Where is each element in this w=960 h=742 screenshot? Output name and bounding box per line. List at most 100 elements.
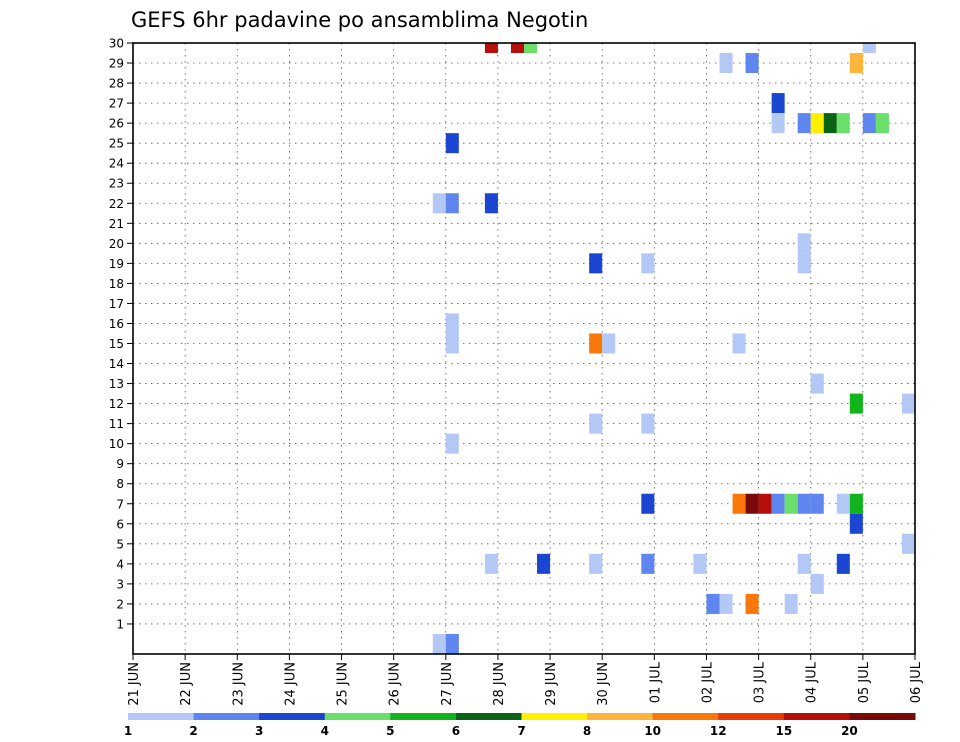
legend-swatch — [324, 713, 391, 720]
y-tick-label: 25 — [109, 137, 124, 151]
x-tick-label: 30 JUN — [596, 662, 611, 706]
x-tick-label: 24 JUN — [283, 662, 298, 706]
y-tick-label: 19 — [109, 257, 124, 271]
data-cell — [836, 113, 850, 134]
data-cell — [836, 553, 850, 574]
y-tick-label: 10 — [109, 437, 124, 451]
data-cell — [732, 333, 746, 354]
data-cell — [589, 553, 603, 574]
legend-label: 5 — [386, 724, 394, 738]
x-tick-label: 28 JUN — [492, 662, 507, 706]
data-cell — [706, 593, 720, 614]
y-tick-label: 3 — [116, 577, 124, 591]
x-tick-label: 06 JUL — [909, 661, 924, 703]
data-cells — [432, 43, 915, 654]
data-cell — [445, 333, 459, 354]
data-cell — [797, 233, 811, 254]
plot-frame — [132, 42, 916, 655]
legend-label: 2 — [189, 724, 197, 738]
data-cell — [445, 313, 459, 334]
legend-label: 3 — [255, 724, 263, 738]
y-tick-label: 1 — [116, 617, 124, 631]
x-axis: 21 JUN 22 JUN 23 JUN 24 JUN 25 JUN 26 JUN 27 J… — [127, 654, 924, 706]
y-tick-label: 13 — [109, 377, 124, 391]
x-tick-label: 05 JUL — [857, 661, 872, 703]
data-cell — [745, 593, 759, 614]
data-cell — [589, 413, 603, 434]
data-cell — [445, 433, 459, 454]
x-tick-label: 01 JUL — [648, 661, 663, 703]
y-tick-label: 4 — [116, 557, 124, 571]
data-cell — [836, 493, 850, 514]
y-tick-label: 14 — [109, 357, 124, 371]
legend-label: 8 — [583, 724, 591, 738]
data-cell — [875, 113, 889, 134]
legend-swatch — [849, 713, 916, 720]
legend-swatch — [783, 713, 850, 720]
y-tick-label: 11 — [109, 417, 124, 431]
legend-swatch — [259, 713, 326, 720]
legend-swatch — [128, 713, 195, 720]
color-legend: 1 2 3 4 5 6 7 8 10 12 15 20 — [124, 713, 916, 738]
x-tick-label: 27 JUN — [440, 662, 455, 706]
data-cell — [589, 333, 603, 354]
data-cell — [641, 253, 655, 274]
y-tick-label: 29 — [109, 57, 124, 71]
data-cell — [901, 533, 915, 554]
data-cell — [862, 113, 876, 134]
data-cell — [432, 193, 446, 214]
legend-swatch — [521, 713, 588, 720]
data-cell — [901, 393, 915, 414]
data-cell — [810, 573, 824, 594]
y-tick-label: 23 — [109, 177, 124, 191]
y-tick-label: 26 — [109, 117, 124, 131]
legend-label: 6 — [452, 724, 460, 738]
data-cell — [641, 493, 655, 514]
y-tick-label: 17 — [109, 297, 124, 311]
y-tick-label: 2 — [116, 597, 124, 611]
y-tick-label: 24 — [109, 157, 124, 171]
data-cell — [810, 373, 824, 394]
data-cell — [719, 53, 733, 74]
x-tick-label: 03 JUL — [753, 661, 768, 703]
x-tick-label: 29 JUN — [544, 662, 559, 706]
legend-swatch — [455, 713, 522, 720]
legend-label: 7 — [517, 724, 525, 738]
data-cell — [810, 493, 824, 514]
legend-label: 12 — [710, 724, 727, 738]
y-tick-label: 5 — [116, 537, 124, 551]
data-cell — [797, 113, 811, 134]
data-cell — [797, 493, 811, 514]
data-cell — [784, 493, 798, 514]
data-cell — [745, 53, 759, 74]
data-cell — [732, 493, 746, 514]
data-cell — [862, 43, 876, 54]
data-cell — [693, 553, 707, 574]
legend-swatch — [193, 713, 260, 720]
data-cell — [719, 593, 733, 614]
y-tick-label: 20 — [109, 237, 124, 251]
legend-swatch — [718, 713, 785, 720]
data-cell — [510, 43, 524, 54]
data-cell — [771, 93, 785, 114]
data-cell — [849, 513, 863, 534]
y-tick-label: 6 — [116, 517, 124, 531]
data-cell — [849, 493, 863, 514]
data-cell — [758, 493, 772, 514]
legend-swatch — [390, 713, 457, 720]
data-cell — [641, 413, 655, 434]
x-tick-label: 25 JUN — [336, 662, 351, 706]
data-cell — [745, 493, 759, 514]
y-tick-label: 21 — [109, 217, 124, 231]
data-cell — [849, 393, 863, 414]
data-cell — [524, 43, 538, 54]
x-tick-label: 26 JUN — [388, 662, 403, 706]
data-cell — [771, 113, 785, 134]
y-tick-label: 16 — [109, 317, 124, 331]
y-tick-label: 30 — [109, 37, 124, 51]
data-cell — [484, 193, 498, 214]
data-cell — [445, 633, 459, 654]
data-cell — [445, 193, 459, 214]
y-tick-label: 8 — [116, 477, 124, 491]
